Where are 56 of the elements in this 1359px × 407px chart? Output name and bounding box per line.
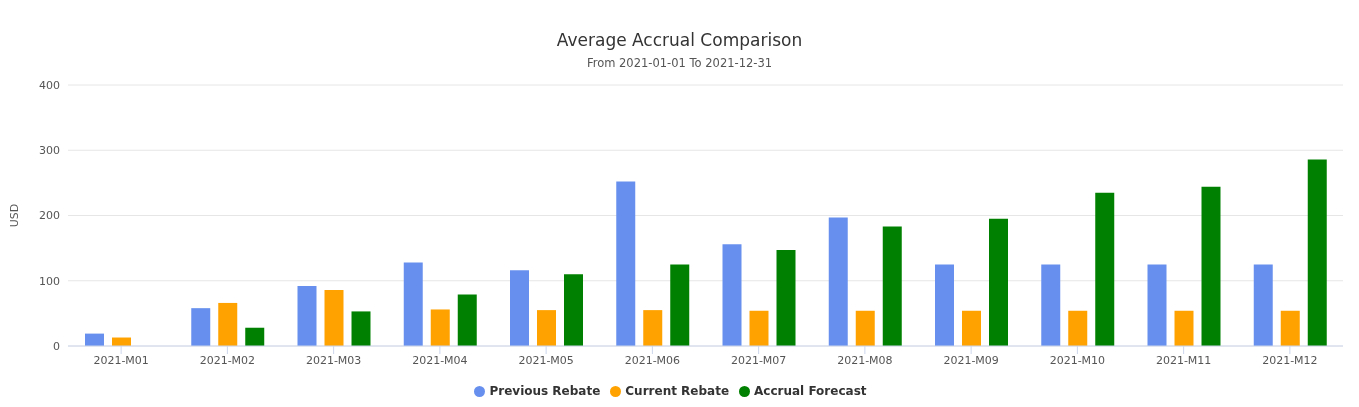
bar [989, 218, 1008, 346]
bar [457, 294, 477, 346]
bar [1307, 159, 1327, 346]
x-tick-label: 2021-M12 [1262, 353, 1318, 367]
bar [1147, 264, 1167, 346]
bar [324, 289, 344, 346]
x-tick-label: 2021-M02 [199, 353, 256, 367]
bar [962, 310, 981, 346]
bar [882, 226, 902, 346]
chart-title: Average Accrual Comparison [555, 30, 804, 50]
x-tick-label: 2021-M03 [305, 353, 362, 367]
x-tick-label: 2021-M07 [730, 353, 787, 367]
bar [1280, 310, 1300, 346]
bar [1201, 186, 1221, 346]
bar [564, 274, 583, 346]
x-tick-label: 2021-M11 [1155, 353, 1212, 367]
y-tick-label: 300 [39, 144, 60, 158]
bar [537, 310, 556, 346]
y-axis-title: USD [7, 203, 21, 228]
bar [749, 310, 769, 346]
x-tick-label: 2021-M10 [1049, 353, 1106, 367]
bar [191, 308, 211, 346]
bar [403, 262, 423, 346]
bar [776, 250, 796, 346]
bar [828, 217, 848, 346]
bar [510, 270, 529, 346]
bar [430, 309, 450, 346]
x-tick-label: 2021-M04 [412, 353, 468, 367]
x-tick-label: 2021-M09 [943, 353, 999, 367]
legend-label: Current Rebate [625, 384, 730, 398]
bar [643, 310, 663, 346]
chart-subtitle: From 2021-01-01 To 2021-12-31 [585, 56, 774, 70]
bar [218, 302, 238, 346]
y-tick-label: 200 [39, 209, 60, 223]
x-tick-label: 2021-M01 [93, 353, 149, 367]
x-tick-label: 2021-M06 [624, 353, 681, 367]
bar [1041, 264, 1061, 346]
bar [935, 264, 954, 346]
bar [351, 311, 371, 346]
legend-label: Previous Rebate [489, 384, 601, 398]
bar [1068, 310, 1088, 346]
bar [1174, 310, 1194, 346]
bar [1253, 264, 1273, 346]
bar [297, 285, 317, 346]
bar [616, 181, 636, 346]
y-tick-label: 0 [53, 339, 60, 353]
bar [855, 310, 875, 346]
bar [670, 264, 690, 346]
x-tick-label: 2021-M08 [837, 353, 893, 367]
legend-label: Accrual Forecast [754, 384, 867, 398]
y-tick-label: 400 [39, 78, 60, 92]
x-tick-label: 2021-M05 [518, 353, 574, 367]
bar [245, 327, 265, 346]
bar [722, 244, 742, 346]
y-tick-label: 100 [39, 274, 60, 288]
bar [1095, 192, 1115, 346]
